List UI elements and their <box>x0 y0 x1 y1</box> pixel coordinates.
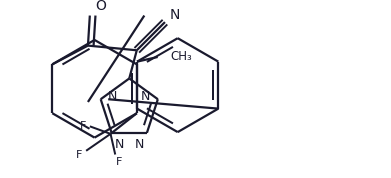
Text: F: F <box>116 157 122 167</box>
Text: N: N <box>135 138 144 151</box>
Text: F: F <box>76 150 83 159</box>
Text: N: N <box>108 90 118 103</box>
Text: N: N <box>169 8 179 22</box>
Text: F: F <box>80 121 86 131</box>
Text: CH₃: CH₃ <box>171 51 193 64</box>
Text: N: N <box>141 90 150 103</box>
Text: N: N <box>115 138 124 151</box>
Text: O: O <box>96 0 106 13</box>
